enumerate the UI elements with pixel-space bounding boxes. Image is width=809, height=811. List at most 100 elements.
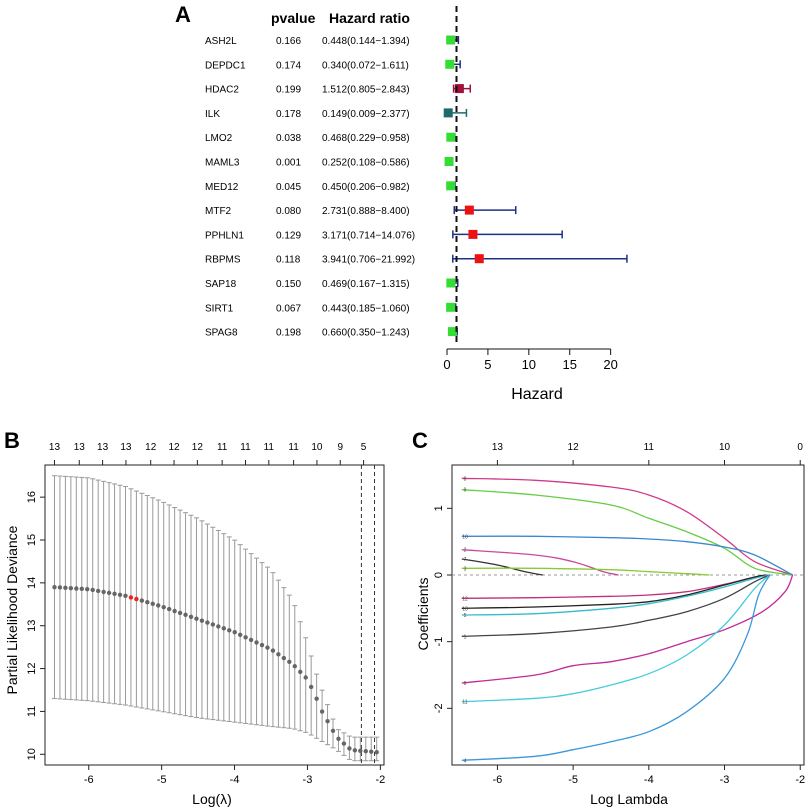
forest-x-tick-label: 0: [443, 357, 450, 372]
gene-name: LMO2: [205, 133, 233, 144]
coef-top-label: 11: [644, 442, 655, 453]
pvalue-text: 0.198: [276, 328, 301, 339]
coef-series-labels: 8 9 10 2 7 3 12 135 1 6 11 4: [462, 476, 468, 764]
coef-series-label: 5: [464, 613, 467, 619]
hazard-ratio-box: [464, 205, 474, 215]
hazard-ratio-text: 0.469(0.167−1.315): [322, 279, 410, 290]
cv-mean-points: [52, 584, 379, 755]
cv-mean-point: [106, 590, 112, 596]
cv-mean-point: [341, 741, 347, 746]
coef-top-axis: 13 12 11 10 0: [492, 442, 803, 465]
cv-mean-point: [281, 655, 287, 661]
coef-series-label: 3: [464, 566, 467, 572]
coef-x-label: Log Lambda: [590, 791, 668, 807]
cv-mean-point: [314, 696, 319, 701]
forest-row: SAP18 0.150 0.469(0.167−1.315): [205, 278, 459, 290]
pvalue-text: 0.166: [276, 36, 301, 47]
cv-y-tick-label: 14: [26, 577, 38, 589]
cv-y-tick-label: 12: [26, 662, 38, 674]
hazard-ratio-box: [468, 229, 478, 239]
cv-y-tick-label: 15: [26, 534, 38, 546]
hazard-ratio-box: [445, 59, 455, 69]
cv-mean-point: [95, 588, 101, 594]
cv-top-label: 5: [361, 442, 367, 453]
cv-x-axis: -6 -5 -4 -3 -2: [84, 765, 385, 786]
coef-series-line: [461, 549, 619, 576]
cv-top-label: 11: [264, 442, 275, 453]
cv-mean-point: [325, 718, 330, 724]
cv-mean-point: [298, 669, 303, 675]
cv-deviance-plot: 13 13 13 13 12 12 12 11 11 11 11 10 9 5 -6 -5 -4 -3 -2 10…: [4, 442, 385, 807]
cv-mean-point: [161, 604, 166, 610]
cv-mean-point: [308, 684, 314, 690]
gene-name: DEPDC1: [205, 60, 246, 71]
cv-top-label: 13: [120, 442, 132, 453]
forest-row: MAML3 0.001 0.252(0.108−0.586): [205, 157, 454, 169]
coef-x-axis: -6 -5 -4 -3 -2: [493, 765, 805, 786]
hazard-ratio-text: 1.512(0.805−2.843): [322, 85, 410, 96]
coef-series-label: 6: [464, 681, 467, 687]
cv-mean-point: [358, 748, 363, 753]
coef-y-axis: -2 -1 0 1: [433, 505, 452, 713]
hazard-ratio-box: [446, 181, 456, 191]
forest-x-label: Hazard: [511, 386, 563, 403]
hazard-ratio-text: 3.941(0.706−21.992): [322, 255, 415, 266]
coef-y-label: Coefficients: [415, 578, 431, 651]
cv-top-label: 13: [49, 442, 61, 453]
cv-mean-point: [303, 675, 308, 680]
forest-row: SPAG8 0.198 0.660(0.350−1.243): [205, 327, 458, 339]
cv-x-tick-label: -5: [157, 774, 167, 786]
cv-top-label: 12: [168, 442, 180, 453]
gene-name: MED12: [205, 182, 239, 193]
cv-mean-point: [90, 587, 95, 593]
cv-top-label: 13: [74, 442, 86, 453]
hazard-ratio-box: [454, 84, 464, 94]
pvalue-text: 0.150: [276, 279, 301, 290]
cv-mean-point: [369, 749, 374, 754]
cv-mean-point: [319, 709, 325, 714]
pvalue-text: 0.080: [276, 206, 301, 217]
cv-top-label: 10: [311, 442, 323, 453]
gene-name: MTF2: [205, 206, 232, 217]
coef-top-label: 13: [492, 442, 504, 453]
hazard-ratio-box: [474, 254, 484, 264]
pvalue-text: 0.045: [276, 182, 301, 193]
hazard-ratio-text: 0.468(0.229−0.958): [322, 133, 410, 144]
cv-x-tick-label: -6: [84, 774, 94, 786]
header-pvalue: pvalue: [271, 10, 316, 26]
cv-mean-point: [199, 618, 205, 623]
cv-y-label: Partial Likelihood Deviance: [4, 525, 20, 694]
coef-series-line: [461, 477, 793, 576]
coef-series-line: [461, 574, 771, 703]
hazard-ratio-box: [443, 108, 453, 118]
hazard-ratio-text: 0.443(0.185−1.060): [322, 303, 410, 314]
cv-mean-point: [270, 648, 276, 653]
cv-mean-point: [243, 635, 248, 640]
coef-series-label: 7: [464, 557, 467, 563]
forest-row: MED12 0.045 0.450(0.206−0.982): [205, 181, 456, 193]
cv-mean-point: [68, 585, 74, 591]
forest-row: RBPMS 0.118 3.941(0.706−21.992): [205, 254, 628, 266]
gene-name: ASH2L: [205, 36, 237, 47]
coef-x-tick-label: -6: [493, 774, 503, 786]
forest-x-tick-label: 15: [562, 357, 576, 372]
cv-mean-point: [172, 608, 177, 614]
cv-mean-point: [117, 592, 123, 598]
cv-mean-point: [363, 749, 368, 754]
hazard-ratio-box: [446, 35, 456, 45]
cv-mean-point: [194, 616, 199, 621]
coef-series-line: [461, 489, 793, 576]
cv-top-label: 12: [192, 442, 204, 453]
cv-mean-point: [183, 612, 188, 618]
coef-series-label: 10: [462, 534, 468, 540]
coef-y-tick-label: -1: [433, 637, 445, 647]
cv-error-bars: [51, 475, 380, 762]
coef-x-tick-label: -5: [568, 774, 578, 786]
cv-mean-point: [139, 598, 145, 603]
cv-top-label: 11: [217, 442, 228, 453]
cv-x-label: Log(λ): [192, 791, 232, 807]
cv-y-tick-label: 10: [26, 748, 38, 760]
coef-series-label: 9: [464, 488, 467, 494]
coef-x-tick-label: -2: [795, 774, 805, 786]
